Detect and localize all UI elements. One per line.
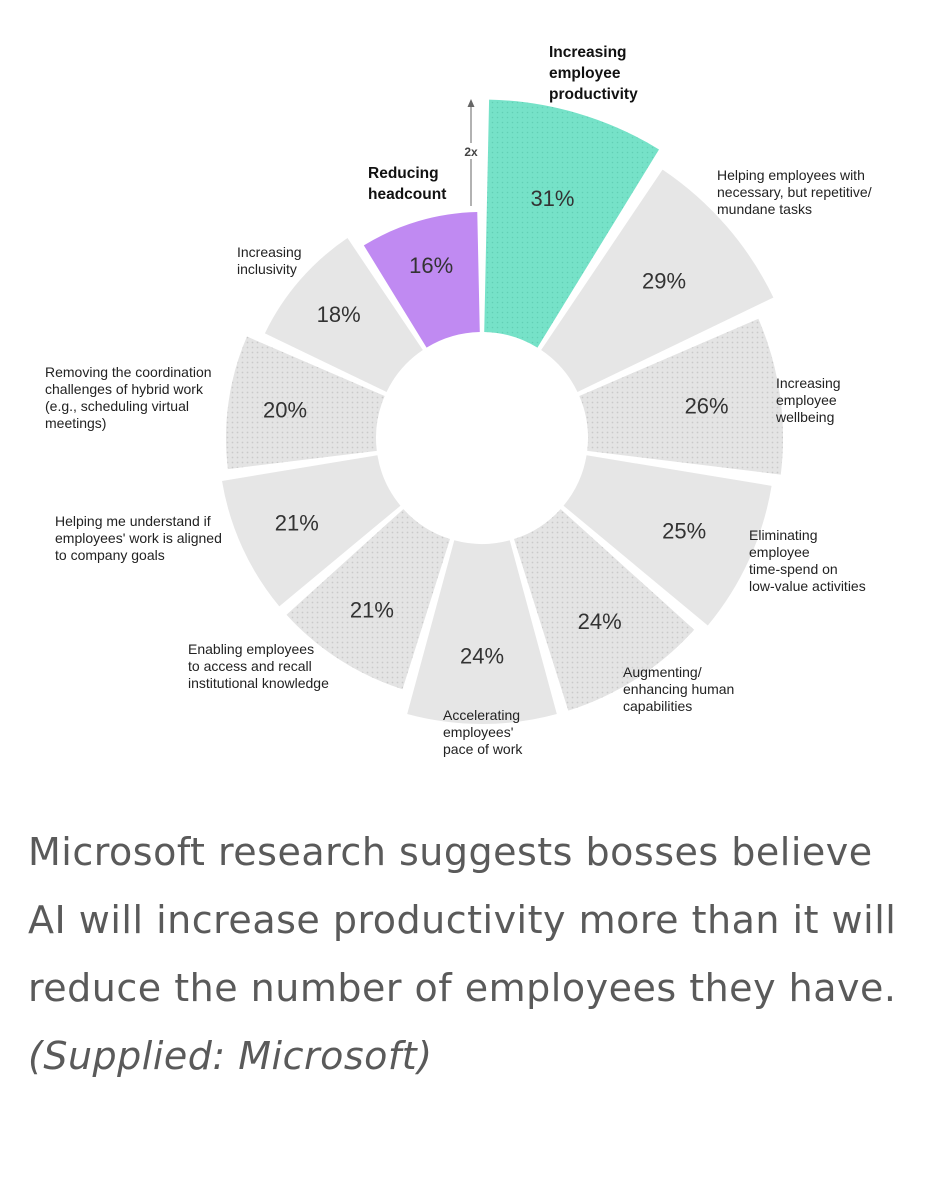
value-label-5: 24% <box>578 609 622 634</box>
caption: Microsoft research suggests bosses belie… <box>28 818 918 1090</box>
value-label-7: 21% <box>350 597 394 622</box>
value-label-1: 31% <box>530 186 574 211</box>
sector-7 <box>286 509 451 690</box>
sector-2 <box>541 169 774 392</box>
label-repetitive-tasks: Helping employees with necessary, but re… <box>717 167 872 217</box>
sector-3 <box>579 318 783 475</box>
label-augmenting: Augmenting/ enhancing human capabilities <box>623 664 735 714</box>
label-accelerating: Accelerating employees' pace of work <box>443 707 523 757</box>
label-reducing-headcount: Reducing headcount <box>368 165 447 203</box>
value-label-8: 21% <box>275 511 319 536</box>
sector-9 <box>226 336 385 470</box>
label-eliminating-low-value: Eliminating employee time-spend on low-v… <box>749 527 866 594</box>
label-company-goals: Helping me understand if employees' work… <box>55 513 222 563</box>
annotation-2x: 2x <box>464 145 478 159</box>
label-increasing-productivity: Increasing employee productivity <box>549 44 638 103</box>
label-institutional-knowledge: Enabling employees to access and recall … <box>188 641 329 691</box>
value-label-9: 20% <box>263 398 307 423</box>
label-hybrid-work: Removing the coordination challenges of … <box>45 364 212 431</box>
sector-10 <box>264 238 423 392</box>
sector-5 <box>513 509 695 711</box>
sector-11 <box>363 212 480 348</box>
value-label-10: 18% <box>317 302 361 327</box>
sector-1 <box>484 99 660 348</box>
caption-text: Microsoft research suggests bosses belie… <box>28 830 897 1010</box>
caption-source: (Supplied: Microsoft) <box>28 1034 433 1078</box>
two-x-annotation: 2x <box>462 99 480 206</box>
value-label-2: 29% <box>642 268 686 293</box>
sector-4 <box>563 455 772 626</box>
value-label-11: 16% <box>409 253 453 278</box>
sector-8 <box>222 455 401 607</box>
sector-6 <box>407 540 557 724</box>
value-label-4: 25% <box>662 518 706 543</box>
label-wellbeing: Increasing employee wellbeing <box>776 375 841 425</box>
chart: 31% 29% 26% 25% 24% 24% 21% 21% 20% 18% 16% 2x Inc… <box>45 44 872 757</box>
label-inclusivity: Increasing inclusivity <box>237 244 302 277</box>
chart-svg: 31% 29% 26% 25% 24% 24% 21% 21% 20% 18% 16% 2x <box>222 99 783 724</box>
value-label-6: 24% <box>460 644 504 669</box>
value-label-3: 26% <box>685 394 729 419</box>
